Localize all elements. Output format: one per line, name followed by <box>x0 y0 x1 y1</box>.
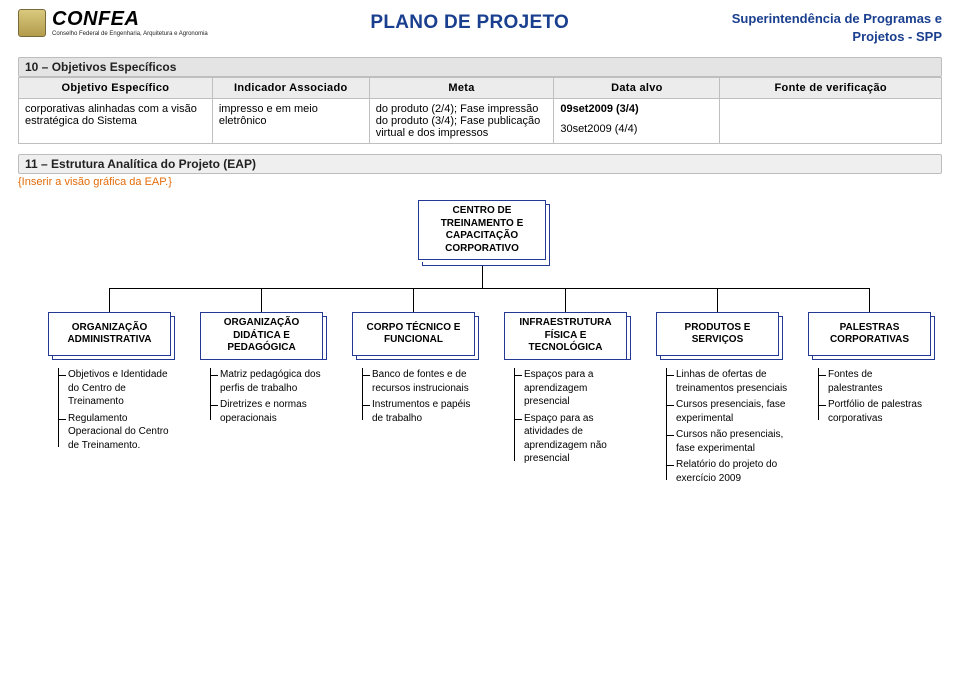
chart-node-label: PRODUTOS E SERVIÇOS <box>656 312 779 356</box>
chart-item: Objetivos e Identidade do Centro de Trei… <box>58 368 173 409</box>
chart-items: Linhas de ofertas de treinamentos presen… <box>666 368 791 488</box>
chart-node-label: INFRAESTRUTURA FÍSICA E TECNOLÓGICA <box>504 312 627 360</box>
chart-connector <box>109 288 869 289</box>
th-meta: Meta <box>369 78 554 99</box>
chart-node-top: CENTRO DE TREINAMENTO E CAPACITAÇÃO CORP… <box>418 200 546 262</box>
logo-subtext: Conselho Federal de Engenharia, Arquitet… <box>52 31 208 37</box>
chart-node: ORGANIZAÇÃO ADMINISTRATIVA <box>48 312 171 356</box>
logo-badge-icon <box>18 9 46 37</box>
chart-node-label: ORGANIZAÇÃO ADMINISTRATIVA <box>48 312 171 356</box>
th-objetivo: Objetivo Específico <box>19 78 213 99</box>
th-indicador: Indicador Associado <box>212 78 369 99</box>
chart-item: Matriz pedagógica dos perfis de trabalho <box>210 368 325 395</box>
eap-chart: CENTRO DE TREINAMENTO E CAPACITAÇÃO CORP… <box>18 200 942 620</box>
eap-note: {Inserir a visão gráfica da EAP.} <box>18 176 942 188</box>
td-data-2: 30set2009 (4/4) <box>560 123 713 135</box>
chart-item: Linhas de ofertas de treinamentos presen… <box>666 368 791 395</box>
chart-item: Espaço para as atividades de aprendizage… <box>514 412 629 466</box>
chart-items: Fontes de palestrantes Portfólio de pales… <box>818 368 928 428</box>
td-meta: do produto (2/4); Fase impressão do prod… <box>369 99 554 144</box>
section-11-bar: 11 – Estrutura Analítica do Projeto (EAP… <box>18 154 942 174</box>
chart-item: Cursos presenciais, fase experimental <box>666 398 791 425</box>
chart-connector <box>717 288 718 312</box>
chart-connector <box>109 288 110 312</box>
chart-node: PALESTRAS CORPORATIVAS <box>808 312 931 356</box>
chart-item: Espaços para a aprendizagem presencial <box>514 368 629 409</box>
chart-item: Cursos não presenciais, fase experimenta… <box>666 428 791 455</box>
chart-node-label: ORGANIZAÇÃO DIDÁTICA E PEDAGÓGICA <box>200 312 323 360</box>
chart-connector <box>869 288 870 312</box>
td-data-1: 09set2009 (3/4) <box>560 103 638 115</box>
header-right-l2: Projetos - SPP <box>732 28 942 46</box>
page-header: CONFEA Conselho Federal de Engenharia, A… <box>0 0 960 49</box>
chart-item: Relatório do projeto do exercício 2009 <box>666 458 791 485</box>
chart-node-label: CORPO TÉCNICO E FUNCIONAL <box>352 312 475 356</box>
chart-node: PRODUTOS E SERVIÇOS <box>656 312 779 356</box>
chart-item: Fontes de palestrantes <box>818 368 928 395</box>
td-objetivo: corporativas alinhadas com a visão estra… <box>19 99 213 144</box>
td-indicador: impresso e em meio eletrônico <box>212 99 369 144</box>
chart-node: CORPO TÉCNICO E FUNCIONAL <box>352 312 475 356</box>
chart-item: Regulamento Operacional do Centro de Tre… <box>58 412 173 453</box>
section-10-bar: 10 – Objetivos Específicos <box>18 57 942 77</box>
chart-connector <box>261 288 262 312</box>
td-fonte <box>720 99 942 144</box>
logo-text: CONFEA <box>52 8 208 31</box>
chart-item: Banco de fontes e de recursos instrucion… <box>362 368 477 395</box>
chart-items: Banco de fontes e de recursos instrucion… <box>362 368 477 428</box>
chart-items: Espaços para a aprendizagem presencialEs… <box>514 368 629 469</box>
chart-node: ORGANIZAÇÃO DIDÁTICA E PEDAGÓGICA <box>200 312 323 356</box>
chart-connector <box>482 266 483 288</box>
chart-connector <box>413 288 414 312</box>
logo: CONFEA Conselho Federal de Engenharia, A… <box>18 8 208 37</box>
chart-items: Objetivos e Identidade do Centro de Trei… <box>58 368 173 455</box>
chart-item: Diretrizes e normas operacionais <box>210 398 325 425</box>
page-title: PLANO DE PROJETO <box>208 8 732 34</box>
header-right: Superintendência de Programas e Projetos… <box>732 8 942 45</box>
header-right-l1: Superintendência de Programas e <box>732 11 942 26</box>
th-data: Data alvo <box>554 78 720 99</box>
td-data: 09set2009 (3/4) 30set2009 (4/4) <box>554 99 720 144</box>
chart-node-top-label: CENTRO DE TREINAMENTO E CAPACITAÇÃO CORP… <box>418 200 546 260</box>
chart-item: Instrumentos e papéis de trabalho <box>362 398 477 425</box>
chart-item: Portfólio de palestras corporativas <box>818 398 928 425</box>
chart-node-label: PALESTRAS CORPORATIVAS <box>808 312 931 356</box>
table-row: corporativas alinhadas com a visão estra… <box>19 99 942 144</box>
chart-items: Matriz pedagógica dos perfis de trabalho… <box>210 368 325 428</box>
chart-node: INFRAESTRUTURA FÍSICA E TECNOLÓGICA <box>504 312 627 356</box>
objectives-table: Objetivo Específico Indicador Associado … <box>18 77 942 144</box>
chart-connector <box>565 288 566 312</box>
th-fonte: Fonte de verificação <box>720 78 942 99</box>
